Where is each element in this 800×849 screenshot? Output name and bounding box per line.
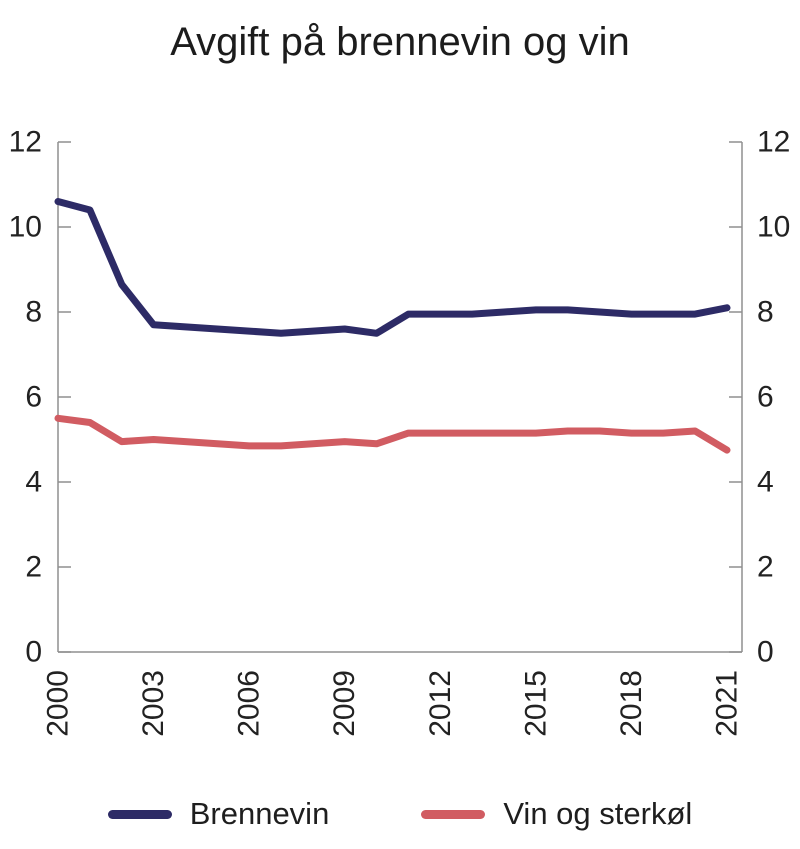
series-line-1-vin-og-sterk-l: [54, 414, 731, 454]
y-tick-label-left: 4: [25, 466, 42, 499]
x-tick-label: 2012: [424, 670, 457, 737]
x-tick-label: 2000: [42, 670, 75, 737]
y-tick-label-right: 2: [757, 551, 774, 584]
y-tick-label-right: 4: [757, 466, 774, 499]
x-tick-label: 2015: [519, 670, 552, 737]
x-tick-label: 2003: [137, 670, 170, 737]
y-tick-label-right: 12: [757, 126, 790, 159]
y-tick-label-right: 6: [757, 381, 774, 414]
chart-legend: Brennevin Vin og sterkøl: [0, 788, 800, 840]
y-tick-label-left: 2: [25, 551, 42, 584]
y-tick-label-right: 10: [757, 211, 790, 244]
chart-title: Avgift på brennevin og vin: [170, 20, 630, 64]
y-tick-label-left: 0: [25, 636, 42, 669]
x-tick-label: 2018: [615, 670, 648, 737]
y-tick-label-left: 10: [9, 211, 42, 244]
y-axis-ticks: [58, 141, 742, 653]
y-tick-label-right: 0: [757, 636, 774, 669]
legend-label-vin-og-sterkol: Vin og sterkøl: [503, 796, 693, 831]
series-line-0-brennevin: [54, 198, 731, 337]
legend-item-brennevin: Brennevin: [107, 796, 330, 832]
legend-label-brennevin: Brennevin: [189, 796, 330, 831]
vin-og-sterkol-line-swatch-icon: [421, 809, 486, 819]
y-tick-label-right: 8: [757, 296, 774, 329]
y-tick-label-left: 8: [25, 296, 42, 329]
axis-spines: [57, 142, 743, 653]
y-axis-labels-right: 0 2 4 6 8 10 12: [757, 126, 790, 669]
x-tick-label: 2006: [233, 670, 266, 737]
brennevin-line-swatch-icon: [107, 809, 172, 819]
y-axis-labels-left: 0 2 4 6 8 10 12: [9, 126, 42, 669]
x-tick-label: 2021: [711, 670, 744, 737]
legend-item-vin-og-sterkol: Vin og sterkøl: [421, 796, 692, 832]
x-tick-label: 2009: [328, 670, 361, 737]
y-tick-label-left: 6: [25, 381, 42, 414]
y-tick-label-left: 12: [9, 126, 42, 159]
x-axis-labels: 2000 2003 2006 2009 2012 2015 2018 2021: [42, 670, 744, 737]
